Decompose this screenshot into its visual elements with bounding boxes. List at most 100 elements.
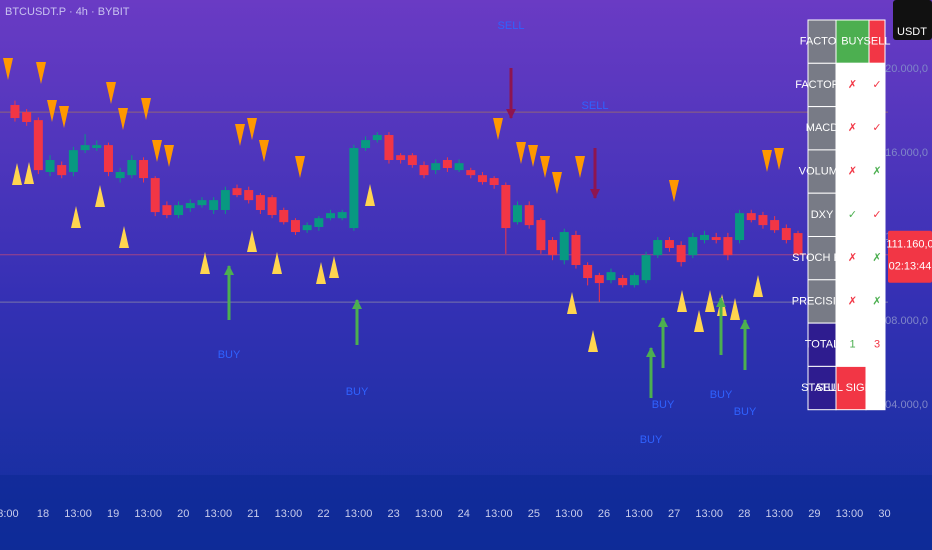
currency: USDT [897,26,927,38]
candle-body [559,232,569,261]
signal-label: BUY [346,386,369,398]
buy-triangle [588,330,598,352]
candle-body [407,155,417,166]
sell-triangle [164,145,174,167]
table-cell-text: DXY [811,209,834,221]
candle-body [337,212,347,219]
buy-triangle [329,256,339,278]
chart-title: BTCUSDT.P · 4h · BYBIT [5,6,130,18]
signal-label: BUY [218,349,241,361]
candle-body [80,145,90,151]
sell-triangle [141,98,151,120]
candle-body [735,213,745,241]
candle-body [302,225,312,231]
candle-body [746,213,756,221]
candle-body [92,145,102,149]
countdown: 02:13:44 [889,261,932,273]
sell-triangle [59,106,69,128]
sell-triangle [3,58,13,80]
candle-body [174,205,184,216]
y-tick-label: 104.000,0 [879,399,928,411]
x-tick-label: 13:00 [275,508,303,520]
sell-triangle [106,82,116,104]
signal-arrow-head [658,317,668,327]
sell-triangle [47,100,57,122]
table-cell-text: VOLUME [799,165,845,177]
candle-body [524,205,534,226]
table-cell-text: ✗ [848,295,857,307]
x-tick-label: 22 [317,508,329,520]
table-cell-text: ✗ [848,252,857,264]
x-tick-label: 13:00 [625,508,653,520]
buy-triangle [272,252,282,274]
candle-body [57,165,67,176]
candle-body [290,220,300,233]
sell-triangle [516,142,526,164]
candle-body [664,240,674,248]
buy-triangle [753,275,763,297]
buy-triangle [694,310,704,332]
candle-body [185,203,195,209]
sell-triangle [36,62,46,84]
sell-triangle [493,118,503,140]
y-tick-label: 116.000,0 [880,147,928,159]
candle-body [267,197,277,216]
table-cell [807,192,837,237]
signal-arrow-head [716,297,726,307]
table-cell [807,236,837,281]
candle-body [279,209,289,223]
candle-body [197,200,207,206]
x-tick-label: 23 [388,508,400,520]
x-tick-label: 20 [177,508,189,520]
table-cell-text: ✓ [848,209,857,221]
currency-box [893,0,932,40]
table-cell-text: ✓ [872,122,881,134]
signal-label: SELL [582,100,609,112]
y-tick-label: 120.000,0 [879,63,928,75]
table-header: SELL [864,36,891,48]
x-tick-label: 13:00 [766,508,794,520]
candle-body [793,233,803,255]
candle-body [150,178,160,213]
x-tick-label: 18 [37,508,49,520]
y-tick-label: 108.000,0 [879,315,928,327]
candle-body [629,275,639,286]
sell-triangle [259,140,269,162]
candle-body [781,228,791,241]
candle-body [384,135,394,161]
candle-body [10,104,20,119]
x-tick-label: 28 [738,508,750,520]
x-tick-label: 3:00 [0,508,19,520]
candle-body [139,160,149,179]
sell-triangle [118,108,128,130]
x-tick-label: 30 [878,508,890,520]
candle-body [244,190,254,201]
signal-label: BUY [734,406,757,418]
x-tick-label: 13:00 [345,508,373,520]
table-cell-text: MACD [806,122,838,134]
table-cell-text: 3 [874,339,880,351]
signal-label: BUY [710,389,733,401]
candle-body [209,200,219,210]
candle-body [606,272,616,281]
table-cell [807,149,837,194]
buy-triangle [71,206,81,228]
x-tick-label: 13:00 [836,508,864,520]
candle-body [513,205,523,223]
candle-body [349,148,359,229]
x-tick-label: 25 [528,508,540,520]
signal-arrow-head [740,319,750,329]
candle-body [571,234,581,266]
candle-body [700,234,710,241]
x-tick-label: 21 [247,508,259,520]
x-tick-label: 29 [808,508,820,520]
x-tick-label: 26 [598,508,610,520]
table-cell-text: ✓ [872,79,881,91]
x-tick-label: 13:00 [415,508,443,520]
signal-arrow-head [646,347,656,357]
candle-body [220,190,230,210]
candle-body [618,278,628,286]
candle-body [103,145,113,172]
sell-triangle [295,156,305,178]
